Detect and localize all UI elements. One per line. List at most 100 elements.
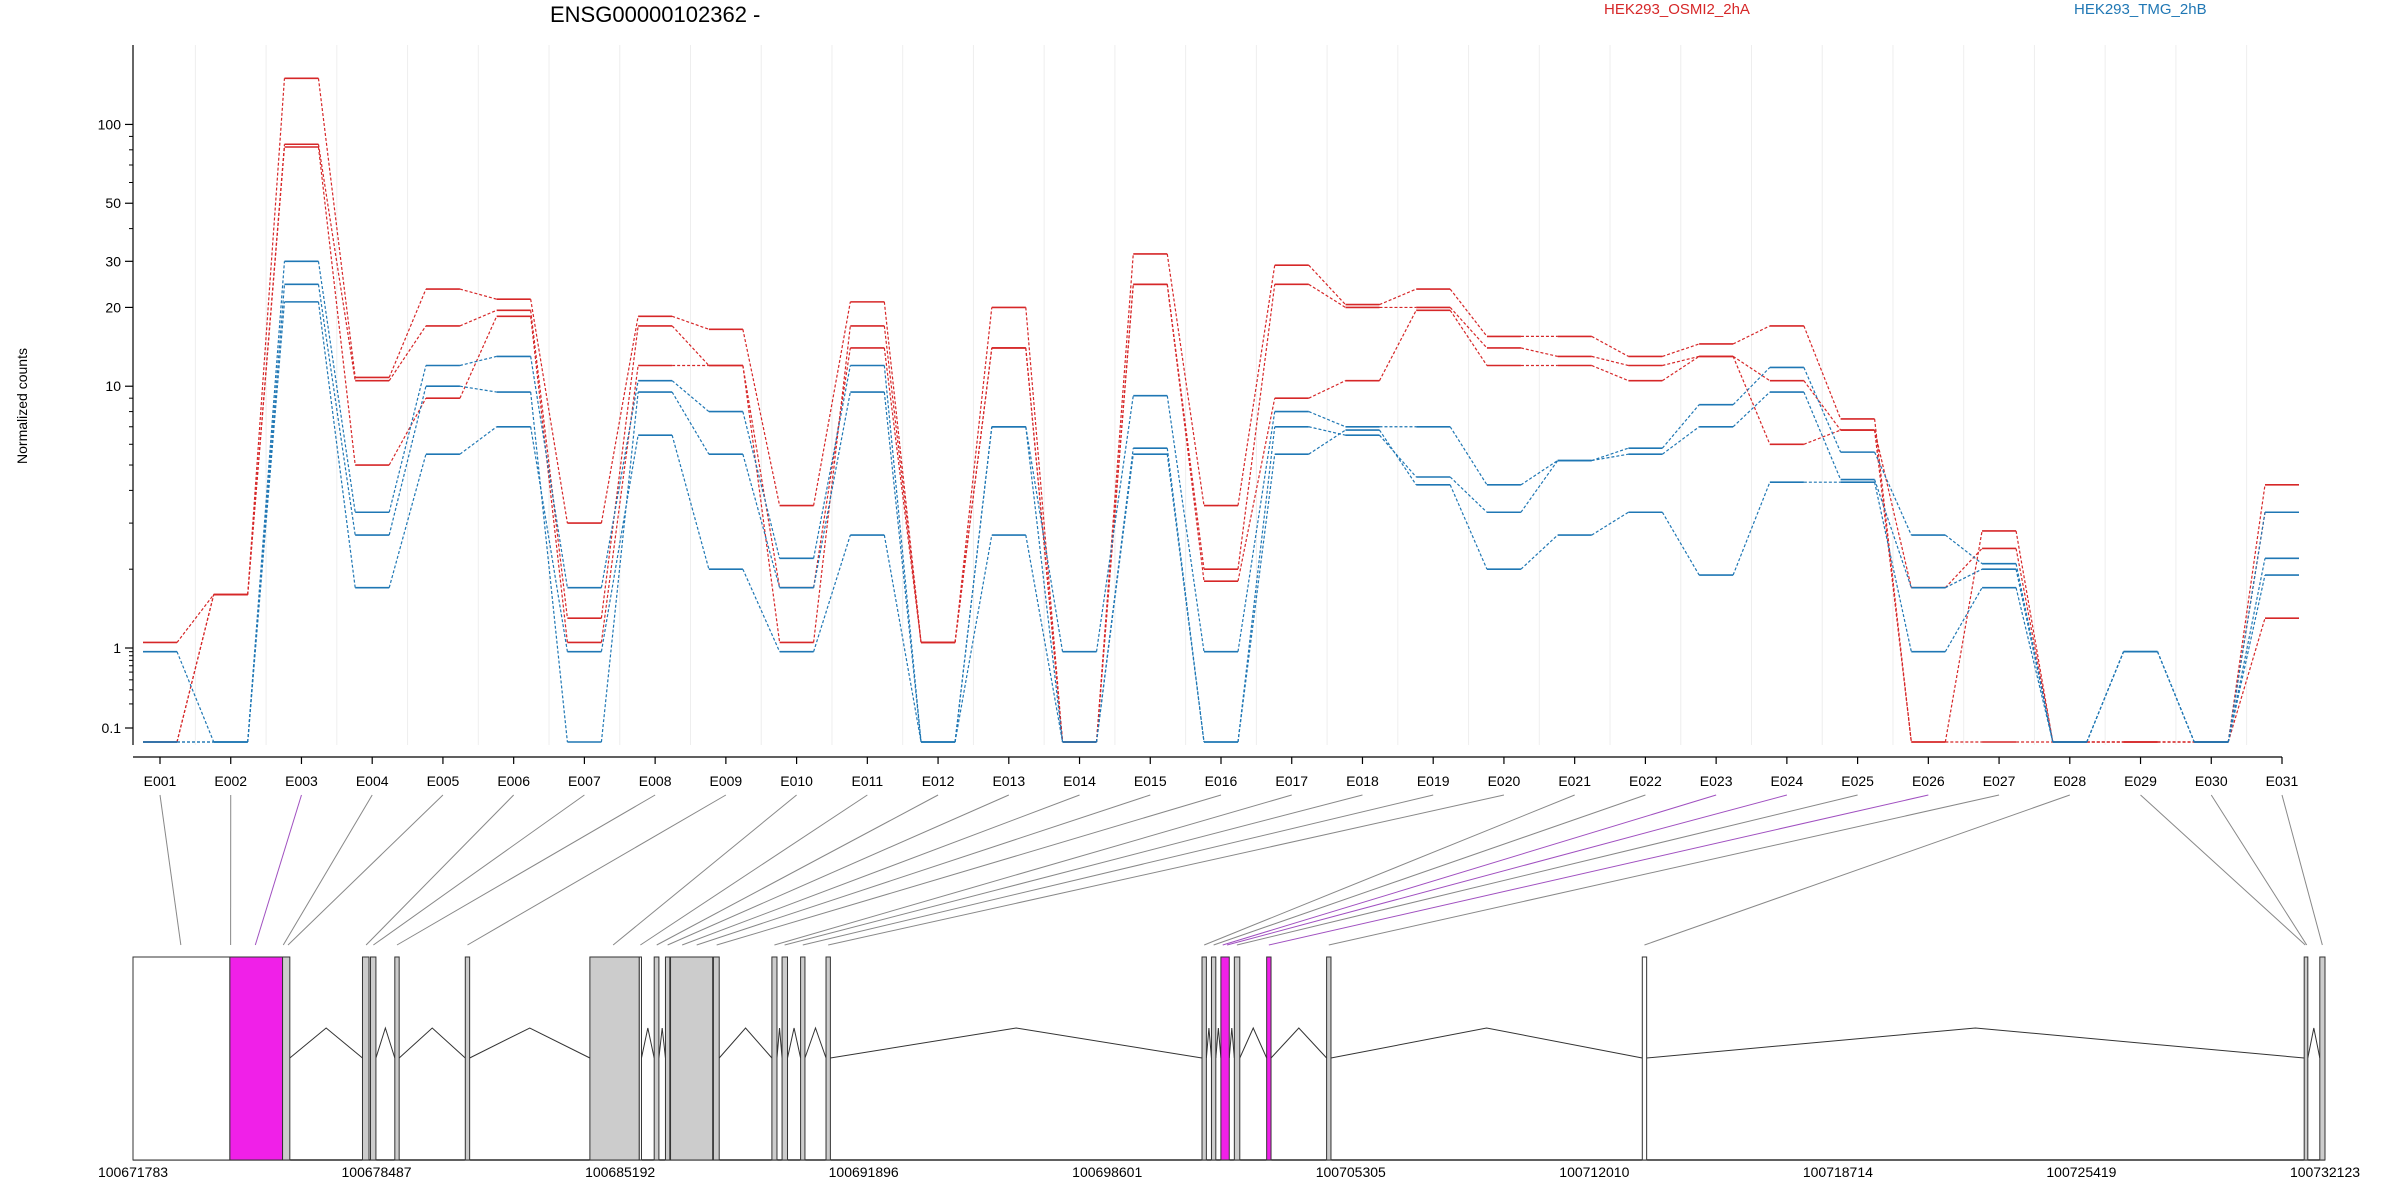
exon-block	[2303, 956, 2309, 1161]
series-link	[813, 347, 851, 588]
legend-tmg: HEK293_TMG_2hB	[2074, 1, 2207, 18]
series-link	[1379, 434, 1417, 478]
exon-block	[369, 956, 377, 1161]
exon-connector	[774, 794, 1292, 946]
series-link	[1449, 476, 1488, 513]
genomic-tick-label: 100678487	[342, 1164, 412, 1180]
exon-block	[800, 956, 806, 1161]
exon-connector	[784, 794, 1363, 946]
y-tick-label: 0.1	[102, 720, 122, 736]
series-link	[176, 594, 215, 743]
x-tick-label: E012	[922, 773, 955, 789]
series-link	[813, 301, 851, 506]
y-tick-label: 1	[113, 640, 121, 656]
genomic-tick-label: 100705305	[1316, 1164, 1386, 1180]
series-link	[1732, 391, 1771, 428]
series-link	[742, 454, 781, 588]
series-link	[813, 391, 851, 588]
series-link	[388, 454, 427, 588]
series-link	[2227, 574, 2266, 743]
y-tick-label: 100	[98, 116, 122, 132]
series-link	[1662, 343, 1700, 357]
exon-block	[589, 956, 640, 1161]
exon-connector	[681, 794, 1080, 946]
x-tick-label: E004	[356, 773, 389, 789]
exon-block	[229, 956, 284, 1161]
series-link	[883, 347, 922, 643]
y-axis-label: Normalized counts	[14, 348, 30, 464]
series-link	[2015, 530, 2054, 743]
intron	[469, 1027, 591, 1059]
series-link	[1732, 481, 1771, 576]
series-link	[883, 391, 922, 743]
series-link	[1874, 482, 1912, 652]
series-link	[954, 426, 993, 743]
exon-connector	[656, 794, 939, 946]
genomic-tick-label: 100718714	[1803, 1164, 1873, 1180]
intron	[804, 1026, 827, 1059]
series-link	[388, 386, 427, 536]
series-link	[2227, 512, 2266, 743]
x-tick-label: E020	[1488, 773, 1521, 789]
intron	[658, 1027, 666, 1059]
series-link	[1591, 453, 1629, 462]
x-tick-label: E009	[710, 773, 743, 789]
series-link	[954, 307, 993, 643]
series-link	[1591, 364, 1629, 382]
y-tick-label: 20	[105, 299, 121, 315]
intron	[787, 1027, 802, 1059]
series-link	[1520, 460, 1559, 513]
intron	[1215, 1027, 1222, 1059]
series-link	[1520, 347, 1558, 357]
intron	[1330, 1027, 1643, 1059]
series-link	[1308, 429, 1346, 455]
series-link	[1803, 391, 1842, 480]
series-link	[1944, 530, 1983, 743]
series-link	[1449, 484, 1488, 570]
series-link	[883, 534, 922, 743]
x-tick-label: E001	[144, 773, 177, 789]
intron	[375, 1026, 396, 1059]
x-tick-label: E030	[2195, 773, 2228, 789]
exon-connector	[373, 794, 585, 946]
x-tick-label: E023	[1700, 773, 1733, 789]
x-tick-label: E021	[1558, 773, 1591, 789]
series-link	[1520, 534, 1559, 570]
series-link	[1237, 398, 1276, 582]
exon-connector	[467, 794, 727, 946]
intron	[776, 1027, 783, 1059]
exon-block	[1233, 956, 1241, 1161]
series-link	[530, 356, 568, 588]
x-tick-label: E027	[1983, 773, 2016, 789]
series-link	[2015, 569, 2054, 743]
x-tick-label: E014	[1063, 773, 1096, 789]
exon-block	[132, 956, 231, 1161]
series-link	[1732, 366, 1771, 406]
series-link	[1308, 411, 1346, 428]
series-link	[954, 534, 993, 743]
x-tick-label: E003	[285, 773, 318, 789]
exon-block	[781, 956, 789, 1161]
exon-connector	[282, 794, 373, 946]
series-link	[883, 365, 922, 743]
series-link	[600, 435, 639, 652]
series-link	[1025, 347, 1064, 743]
intron	[398, 1027, 466, 1059]
exon-block	[282, 956, 291, 1161]
series-link	[530, 426, 568, 652]
y-tick-label: 10	[105, 378, 121, 394]
x-tick-label: E016	[1205, 773, 1238, 789]
series-link	[1874, 418, 1912, 743]
series-link	[1378, 429, 1417, 486]
series-link	[2227, 618, 2266, 743]
x-tick-label: E007	[568, 773, 601, 789]
exon-connector	[612, 794, 797, 946]
exon-block	[670, 956, 714, 1161]
x-tick-label: E017	[1275, 773, 1308, 789]
series-link	[742, 365, 781, 643]
exon-block	[464, 956, 471, 1161]
series-link	[954, 347, 993, 643]
exon-block	[2319, 956, 2326, 1161]
